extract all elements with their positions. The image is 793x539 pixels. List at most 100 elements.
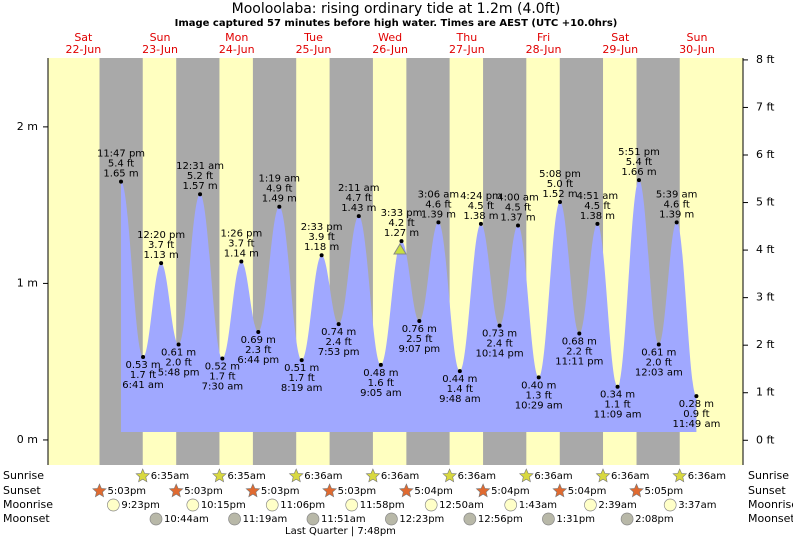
moonset-icon [149, 512, 163, 526]
event-time: 2:08pm [635, 514, 674, 525]
tide-point [674, 220, 679, 225]
tide-point [457, 369, 462, 374]
event-time: 6:36am [381, 471, 419, 482]
y2-tick-label: 5 ft [756, 196, 775, 209]
event-row-label: Sunset [748, 484, 786, 497]
tide-label: 4.6 ft [664, 199, 690, 210]
tide-label: 4.2 ft [388, 218, 414, 229]
tide-label: 5.4 ft [108, 159, 134, 170]
tide-label: 4:24 pm [460, 191, 502, 202]
tide-label: 0.68 m [562, 337, 597, 348]
sunset-icon [322, 483, 338, 498]
tide-label: 2.0 ft [165, 357, 191, 368]
weekday-label: Wed [378, 31, 402, 44]
event-time: 12:50am [439, 500, 484, 511]
tide-point [417, 318, 422, 323]
sunset-icon [92, 483, 107, 498]
y2-tick-label: 2 ft [756, 338, 775, 351]
tide-label: 4:00 am [497, 192, 539, 203]
moonset-icon [463, 512, 477, 526]
event-time: 12:23pm [399, 514, 444, 525]
event-time: 12:56pm [478, 514, 523, 525]
event-row-label: Moonset [3, 512, 50, 525]
tide-label: 0.44 m [442, 374, 477, 385]
moonrise-icon [504, 498, 518, 512]
moonset-icon [385, 512, 398, 526]
tide-label: 6:44 pm [237, 355, 279, 366]
tide-label: 0.51 m [284, 363, 319, 374]
tide-point [176, 342, 181, 347]
tide-label: 11:09 am [594, 410, 642, 421]
sunset-icon [168, 483, 184, 498]
tide-label: 1:26 pm [220, 229, 262, 240]
y2-tick-label: 7 ft [756, 100, 775, 113]
date-label: 28-Jun [526, 43, 562, 56]
event-row-label: Sunrise [3, 469, 44, 482]
tide-label: 0.52 m [205, 362, 240, 373]
tide-label: 2.5 ft [406, 334, 432, 345]
tide-label: 11:11 pm [555, 357, 603, 368]
y2-tick-label: 4 ft [756, 243, 775, 256]
tide-point [478, 221, 483, 226]
sunrise-icon [135, 468, 151, 483]
weekday-label: Thu [456, 31, 478, 44]
tide-point [557, 200, 562, 205]
tide-label: 0.76 m [402, 324, 437, 335]
sunset-icon [398, 483, 414, 498]
event-time: 2:39am [598, 500, 636, 511]
chart-title: Mooloolaba: rising ordinary tide at 1.2m… [232, 1, 561, 17]
sunrise-icon [672, 468, 688, 483]
weekday-label: Sun [150, 31, 171, 44]
tide-label: 0.61 m [161, 347, 196, 358]
tide-label: 0.73 m [482, 329, 517, 340]
event-time: 5:04pm [414, 486, 453, 497]
tide-point [141, 354, 146, 359]
event-time: 11:51am [321, 514, 366, 525]
tide-label: 5:48 pm [158, 367, 200, 378]
event-time: 11:19am [243, 514, 288, 525]
tide-point [336, 322, 341, 327]
tide-label: 1.49 m [262, 194, 297, 205]
tide-label: 1.39 m [659, 209, 694, 220]
event-time: 11:58pm [360, 500, 405, 511]
tide-label: 12:31 am [176, 161, 224, 172]
tide-point [636, 178, 641, 183]
sunset-icon [552, 483, 568, 498]
tide-label: 1.37 m [500, 212, 535, 223]
tide-label: 12:03 am [635, 367, 683, 378]
tide-point [595, 221, 600, 226]
event-time: 5:04pm [568, 486, 607, 497]
moonset-icon [228, 512, 241, 526]
tide-label: 11:49 am [672, 419, 720, 430]
moonset-icon [620, 512, 634, 526]
tide-label: 5:39 am [656, 189, 698, 200]
tide-label: 9:05 am [360, 388, 402, 399]
tide-point [436, 220, 441, 225]
moon-phase: Last Quarter | 7:48pm [285, 526, 396, 537]
tide-label: 2:11 am [338, 183, 380, 194]
tide-point [239, 259, 244, 264]
weekday-label: Mon [225, 31, 248, 44]
tide-label: 3.9 ft [308, 232, 334, 243]
tide-label: 0.34 m [600, 390, 635, 401]
tide-label: 5:08 pm [539, 169, 581, 180]
tide-label: 0.53 m [125, 360, 160, 371]
moonrise-icon [584, 498, 597, 512]
event-time: 5:03pm [261, 486, 300, 497]
tide-label: 1.7 ft [209, 372, 235, 383]
tide-label: 1.7 ft [289, 373, 315, 384]
tide-label: 1.7 ft [130, 370, 156, 381]
event-time: 6:35am [151, 471, 189, 482]
tide-label: 9:07 pm [398, 344, 440, 355]
tide-point [497, 323, 502, 328]
sunrise-icon [365, 468, 381, 483]
tide-label: 4.5 ft [584, 201, 610, 212]
date-label: 25-Jun [296, 43, 332, 56]
tide-label: 5.2 ft [187, 171, 213, 182]
tide-point [220, 356, 225, 361]
tide-label: 4:51 am [577, 191, 619, 202]
chart-subtitle: Image captured 57 minutes before high wa… [175, 18, 618, 29]
moonrise-icon [265, 498, 279, 512]
tide-label: 9:48 am [439, 394, 481, 405]
y-tick-label: 0 m [17, 433, 38, 446]
